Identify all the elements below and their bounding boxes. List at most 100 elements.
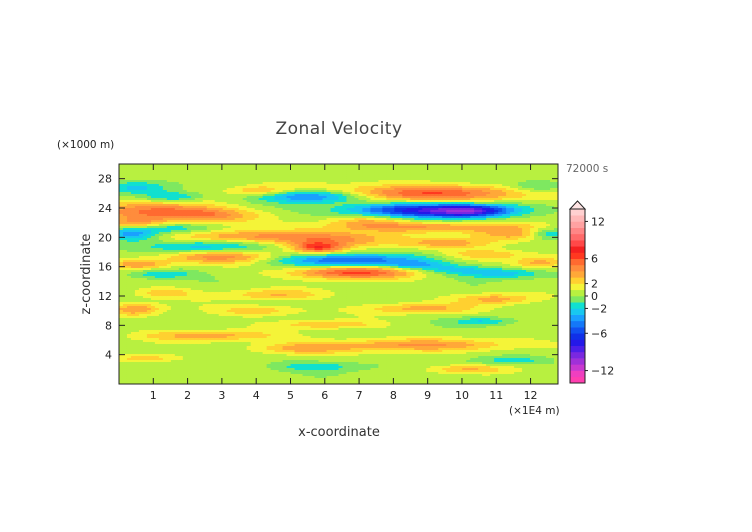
field-cell [246,186,252,189]
field-cell [254,380,260,383]
field-cell [234,332,240,335]
field-cell [130,354,136,357]
field-cell [206,254,212,257]
field-cell [266,300,272,303]
field-cell [178,184,184,187]
field-cell [242,270,248,273]
field-cell [210,358,216,361]
field-cell [238,342,244,345]
field-cell [162,274,168,277]
field-cell [162,306,168,309]
field-cell [122,374,128,377]
field-cell [202,238,208,241]
field-cell [214,338,220,341]
field-cell [166,238,172,241]
field-cell [122,182,128,185]
field-cell [178,356,184,359]
field-cell [142,168,148,171]
field-cell [294,344,300,347]
field-cell [222,320,228,323]
field-cell [126,266,132,269]
field-cell [278,190,284,193]
field-cell [166,176,172,179]
field-cell [178,380,184,383]
field-cell [282,220,288,223]
field-cell [194,266,200,269]
field-cell [119,262,124,265]
field-cell [186,334,192,337]
field-cell [198,164,204,167]
field-cell [194,164,200,167]
field-cell [186,172,192,175]
field-cell [222,226,228,229]
field-cell [158,308,164,311]
field-cell [170,336,176,339]
field-cell [222,170,228,173]
field-cell [174,234,180,237]
field-cell [166,180,172,183]
field-cell [119,226,124,229]
field-cell [282,362,288,365]
field-cell [142,340,148,343]
field-cell [166,240,172,243]
field-cell [238,290,244,293]
field-cell [198,378,204,381]
field-cell [130,174,136,177]
field-cell [262,234,268,237]
field-cell [210,300,216,303]
field-cell [198,178,204,181]
field-cell [119,206,124,209]
field-cell [258,332,264,335]
field-cell [282,264,288,267]
field-cell [154,190,160,193]
field-cell [142,296,148,299]
field-cell [246,248,252,251]
field-cell [226,372,232,375]
field-cell [294,202,300,205]
field-cell [198,326,204,329]
field-cell [278,294,284,297]
field-cell [210,228,216,231]
field-cell [150,352,156,355]
field-cell [174,282,180,285]
field-cell [226,310,232,313]
field-cell [254,200,260,203]
field-cell [230,342,236,345]
field-cell [294,170,300,173]
field-cell [282,368,288,371]
field-cell [194,256,200,259]
field-cell [142,344,148,347]
field-cell [238,174,244,177]
field-cell [246,222,252,225]
field-cell [258,232,264,235]
field-cell [210,308,216,311]
field-cell [250,346,256,349]
field-cell [198,312,204,315]
field-cell [254,280,260,283]
field-cell [242,252,248,255]
field-cell [122,194,128,197]
field-cell [254,284,260,287]
field-cell [258,210,264,213]
field-cell [254,264,260,267]
field-cell [286,210,292,213]
field-cell [254,314,260,317]
field-cell [234,336,240,339]
field-cell [174,278,180,281]
field-cell [254,374,260,377]
field-cell [274,292,280,295]
field-cell [138,300,144,303]
field-cell [258,172,264,175]
field-cell [278,174,284,177]
field-cell [146,184,152,187]
field-cell [194,200,200,203]
field-cell [142,358,148,361]
field-cell [138,166,144,169]
field-cell [234,180,240,183]
field-cell [282,282,288,285]
field-cell [286,294,292,297]
field-cell [238,312,244,315]
field-cell [138,294,144,297]
field-cell [246,188,252,191]
field-cell [122,218,128,221]
